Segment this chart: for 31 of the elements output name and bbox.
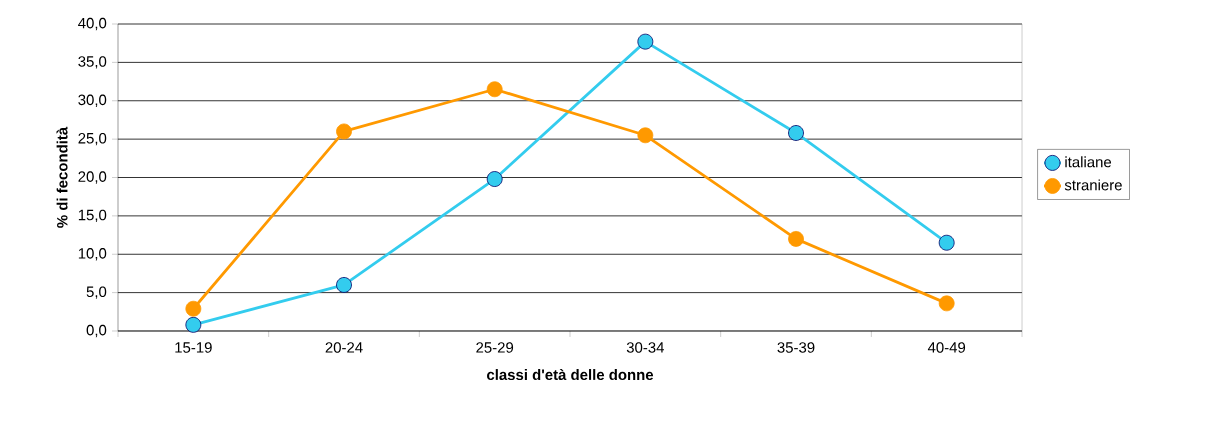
legend-label: straniere (1064, 179, 1122, 191)
point (486, 171, 503, 187)
point (938, 234, 955, 251)
point (185, 300, 202, 317)
y-axis-title: % di fecondità (56, 126, 68, 228)
y-tick-label: 25,0 (78, 132, 107, 146)
y-tick-label: 10,0 (78, 248, 107, 261)
x-tick-label: 25-29 (476, 342, 514, 353)
point (938, 295, 955, 312)
y-tick-label: 15,0 (78, 209, 107, 223)
y-tick-label: 0,0 (86, 324, 107, 338)
x-tick-label: 30-34 (626, 342, 665, 353)
y-tick-label: 20,0 (78, 171, 107, 184)
point (486, 81, 503, 98)
y-tick-label: 40,0 (78, 17, 107, 31)
y-tick-label: 35,0 (78, 56, 107, 69)
point (336, 277, 352, 293)
legend-label: italiane (1065, 156, 1112, 168)
point (185, 316, 202, 333)
x-axis-title: classi d'età delle donne (487, 368, 654, 381)
x-tick-label: 35-39 (777, 342, 815, 353)
x-tick-label: 20-24 (325, 342, 363, 353)
point (336, 123, 352, 140)
y-tick-label: 5,0 (86, 286, 107, 299)
point (788, 125, 804, 141)
x-tick-label: 15-19 (175, 342, 212, 353)
point (637, 127, 654, 144)
y-tick-label: 30,0 (78, 94, 107, 107)
point (637, 33, 654, 50)
point (788, 231, 804, 247)
x-tick-label: 40-49 (927, 342, 966, 353)
